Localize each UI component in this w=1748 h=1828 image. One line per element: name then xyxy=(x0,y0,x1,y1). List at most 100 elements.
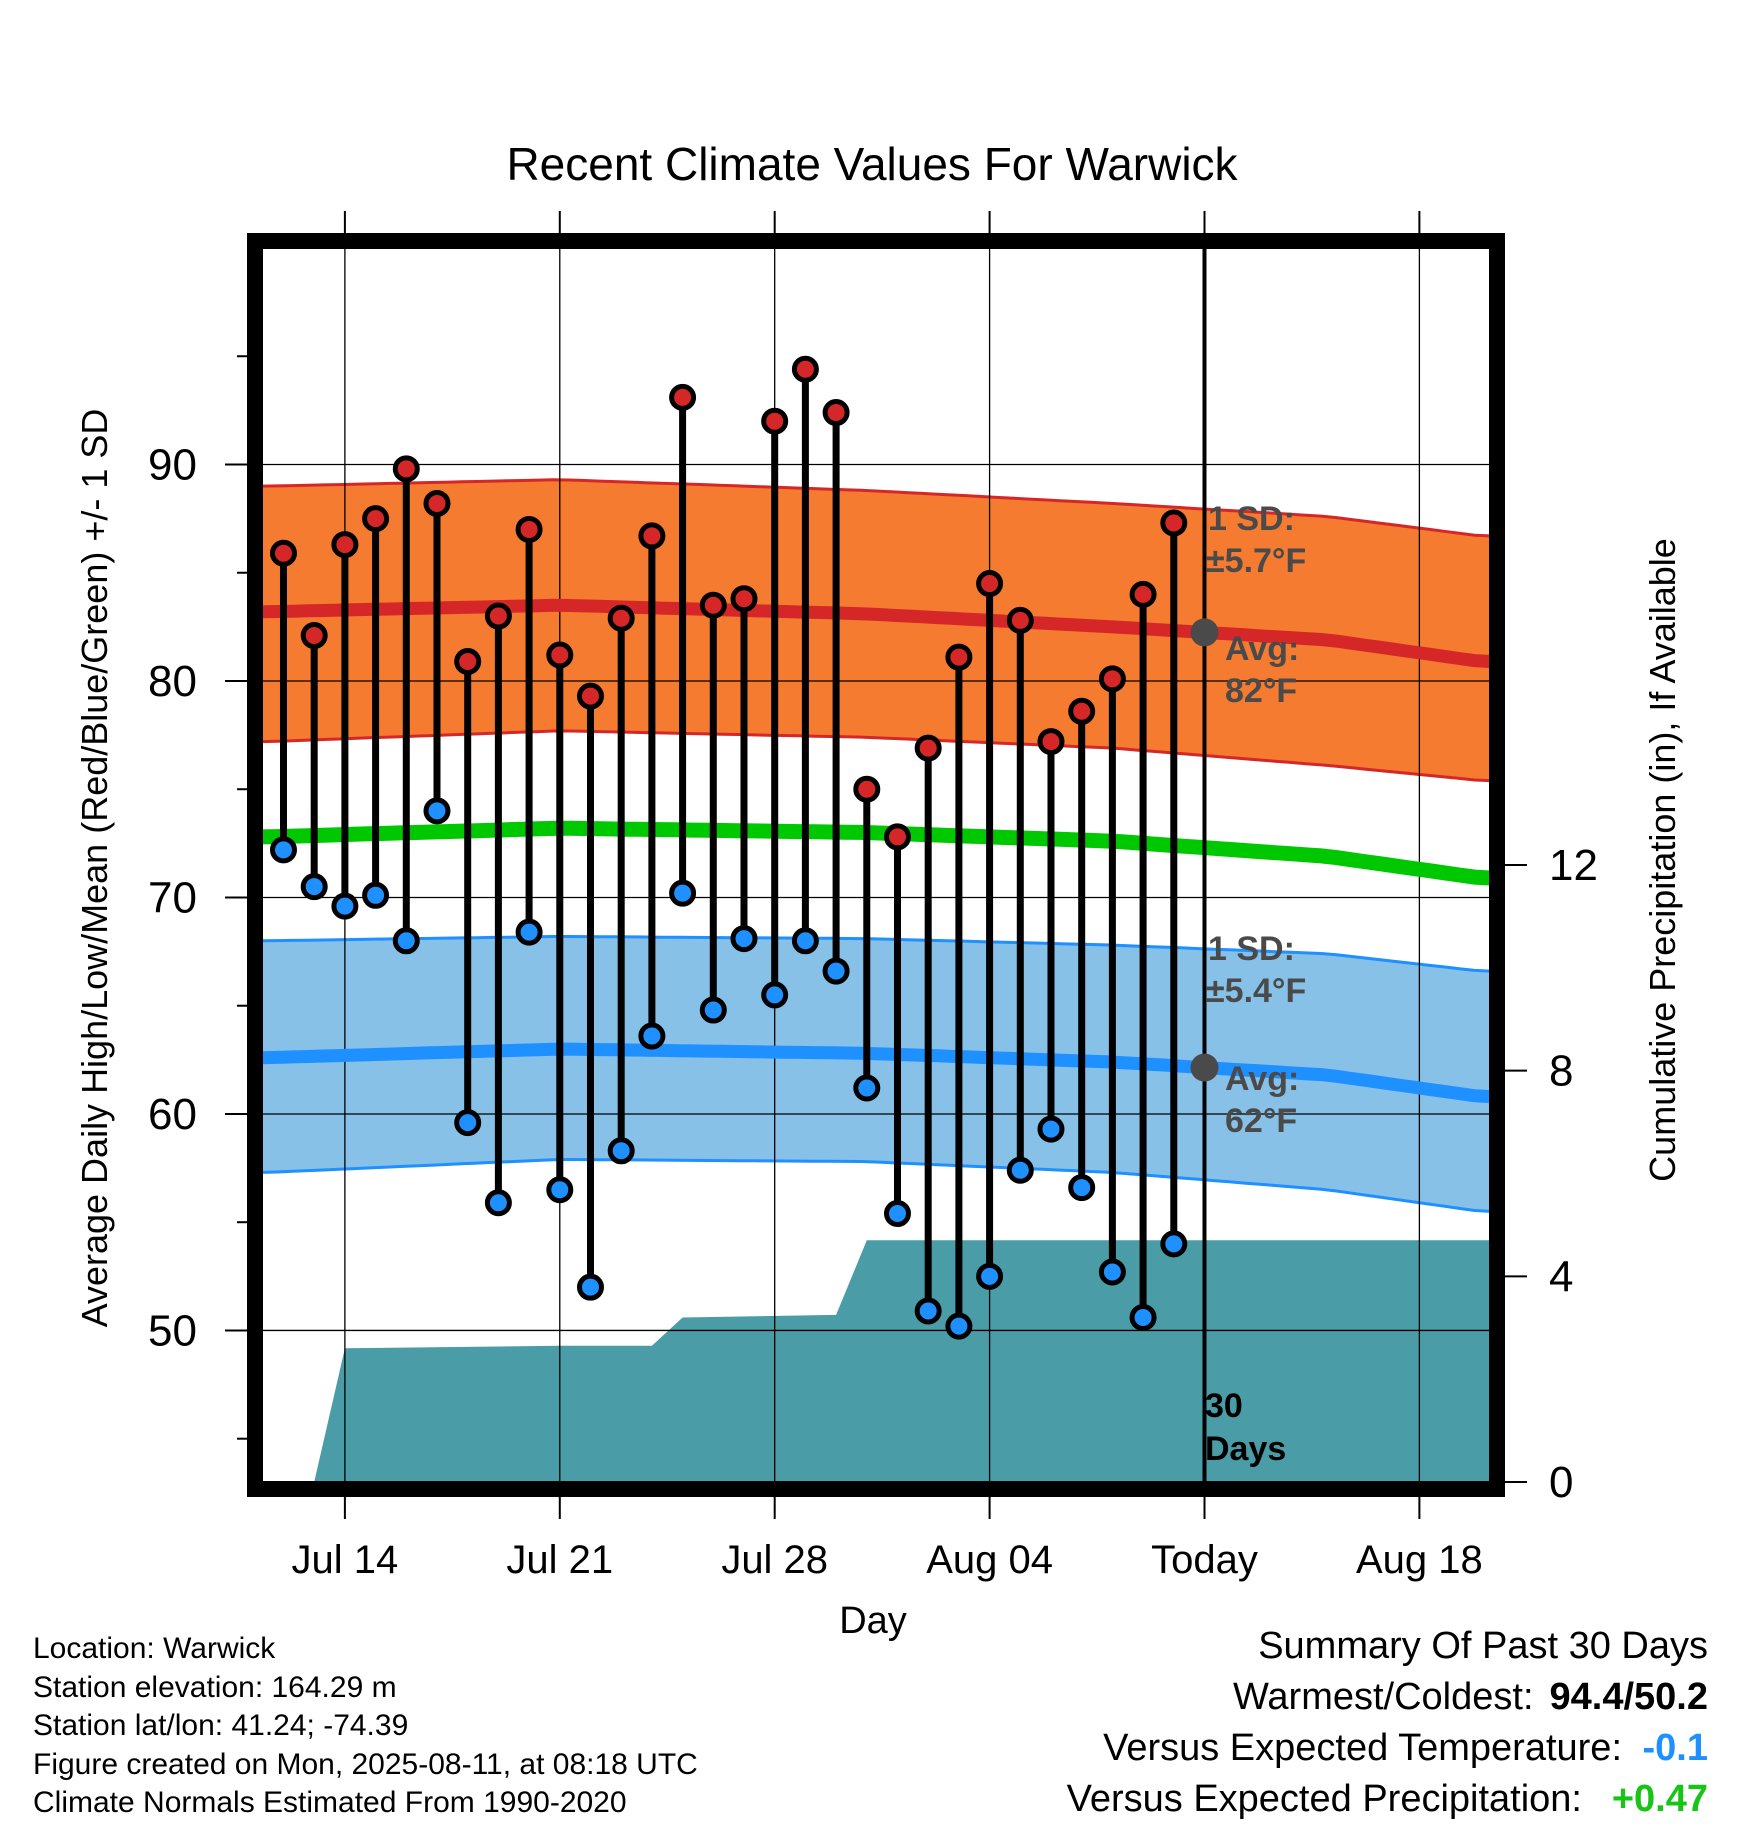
high-point xyxy=(515,515,543,543)
high-point xyxy=(607,604,635,632)
high-point xyxy=(1160,509,1188,537)
low-point xyxy=(484,1189,512,1217)
low-point xyxy=(1006,1156,1034,1184)
created-text: Figure created on Mon, 2025-08-11, at 08… xyxy=(33,1747,698,1781)
high-band-upper xyxy=(261,478,1491,538)
y2-axis-label: Cumulative Precipitation (in), If Availa… xyxy=(1642,538,1683,1182)
low-point xyxy=(607,1137,635,1165)
low-avg-label: Avg: xyxy=(1225,1060,1299,1098)
low-point xyxy=(300,873,328,901)
high-point xyxy=(822,399,850,427)
high-point xyxy=(1037,728,1065,756)
warm-cold-label: Warmest/Coldest: xyxy=(1232,1676,1534,1718)
high-point xyxy=(546,641,574,669)
x-tick-label: Aug 18 xyxy=(1356,1538,1483,1582)
low-point xyxy=(699,996,727,1024)
high-sd-band xyxy=(262,479,1490,781)
high-point xyxy=(914,734,942,762)
high-point xyxy=(454,647,482,675)
high-avg-label: Avg: xyxy=(1225,630,1299,668)
high-point xyxy=(484,602,512,630)
y2-tick-label: 12 xyxy=(1549,841,1598,890)
precip-label: Versus Expected Precipitation: xyxy=(1066,1778,1582,1820)
y-tick-label: 90 xyxy=(148,440,197,489)
high-point xyxy=(423,489,451,517)
summary-warm-cold: Warmest/Coldest: 94.4/50.2 xyxy=(1067,1672,1708,1723)
low-point xyxy=(454,1109,482,1137)
plot-area: 1 SD: ±5.7°F Avg: 82°F 1 SD: ±5.4°F Avg: 62°F 30… xyxy=(148,211,1598,1582)
y2-tick-label: 0 xyxy=(1549,1458,1573,1507)
low-point xyxy=(1160,1230,1188,1258)
high-point xyxy=(1129,580,1157,608)
low-point xyxy=(761,981,789,1009)
high-point xyxy=(730,585,758,613)
low-point xyxy=(730,925,758,953)
elevation-text: Station elevation: 164.29 m xyxy=(33,1670,397,1704)
y-tick-label: 60 xyxy=(148,1090,197,1139)
low-point xyxy=(853,1074,881,1102)
low-point xyxy=(1068,1174,1096,1202)
x-axis-label: Day xyxy=(839,1600,907,1642)
low-point xyxy=(1129,1303,1157,1331)
high-point xyxy=(669,383,697,411)
summary-temp: Versus Expected Temperature: -0.1 xyxy=(1067,1723,1708,1774)
low-point xyxy=(669,879,697,907)
today-high-marker xyxy=(1190,618,1219,647)
y2-tick-label: 8 xyxy=(1549,1047,1573,1096)
low-point xyxy=(914,1297,942,1325)
high-point xyxy=(761,407,789,435)
precip-area xyxy=(314,1240,1491,1482)
x-tick-label: Jul 28 xyxy=(721,1538,828,1582)
low-point xyxy=(976,1262,1004,1290)
low-point xyxy=(331,892,359,920)
low-point xyxy=(945,1312,973,1340)
x-tick-label: Aug 04 xyxy=(926,1538,1053,1582)
days-count-label: 30 xyxy=(1205,1387,1243,1425)
low-point xyxy=(576,1273,604,1301)
y-axis-label: Average Daily High/Low/Mean (Red/Blue/Gr… xyxy=(74,409,115,1328)
temp-label: Versus Expected Temperature: xyxy=(1103,1727,1622,1769)
plot-frame xyxy=(247,233,1505,1497)
summary-title: Summary Of Past 30 Days xyxy=(1258,1625,1708,1667)
y-tick-label: 80 xyxy=(148,657,197,706)
high-point xyxy=(362,505,390,533)
low-sd-label: 1 SD: xyxy=(1208,930,1295,968)
temp-value: -0.1 xyxy=(1642,1727,1708,1769)
x-tick-label: Today xyxy=(1151,1538,1258,1582)
high-point xyxy=(269,539,297,567)
low-sd-value: ±5.4°F xyxy=(1206,972,1306,1010)
low-point xyxy=(822,957,850,985)
low-band-lower xyxy=(261,1157,1491,1213)
summary-panel: Summary Of Past 30 Days Warmest/Coldest:… xyxy=(1067,1621,1708,1825)
high-sd-value: ±5.7°F xyxy=(1206,542,1306,580)
low-point xyxy=(791,927,819,955)
summary-precip: Versus Expected Precipitation: +0.47 xyxy=(1067,1774,1708,1825)
high-point xyxy=(1068,697,1096,725)
warm-cold-value: 94.4/50.2 xyxy=(1549,1676,1708,1718)
x-tick-label: Jul 21 xyxy=(506,1538,613,1582)
y2-tick-label: 4 xyxy=(1549,1252,1573,1301)
high-point xyxy=(1006,606,1034,634)
high-point xyxy=(791,355,819,383)
normal-mean-line xyxy=(261,820,1491,886)
y-tick-label: 70 xyxy=(148,873,197,922)
chart-title: Recent Climate Values For Warwick xyxy=(506,138,1238,190)
high-point xyxy=(1098,665,1126,693)
high-point xyxy=(576,682,604,710)
high-point xyxy=(883,823,911,851)
low-point xyxy=(423,797,451,825)
high-sd-label: 1 SD: xyxy=(1208,500,1295,538)
station-info: Location: Warwick Station elevation: 164… xyxy=(33,1630,698,1823)
high-point xyxy=(976,570,1004,598)
low-point xyxy=(1098,1258,1126,1286)
low-point xyxy=(515,918,543,946)
high-point xyxy=(945,643,973,671)
high-point xyxy=(331,531,359,559)
today-low-marker xyxy=(1190,1053,1219,1082)
high-point xyxy=(392,455,420,483)
low-point xyxy=(546,1176,574,1204)
high-avg-value: 82°F xyxy=(1225,672,1297,710)
low-point xyxy=(883,1200,911,1228)
high-point xyxy=(699,591,727,619)
